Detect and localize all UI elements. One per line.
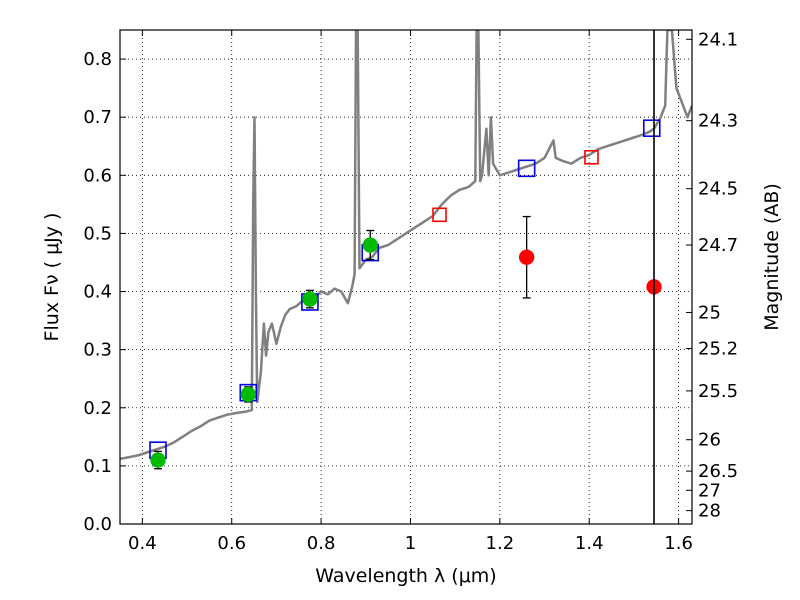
y-tick-label: 0.7 [83,107,112,128]
green-point [302,291,318,307]
y-tick-label: 0.5 [83,223,112,244]
y2-tick-label: 26 [698,430,721,451]
red-square-mark [584,149,599,165]
x-tick-label: 0.4 [128,533,157,554]
y2-tick-label: 25.2 [698,338,738,359]
x-axis-label: Wavelength λ (μm) [315,565,496,587]
y2-axis-label: Magnitude (AB) [761,183,783,331]
y-tick-label: 0.4 [83,282,112,303]
y2-tick-label: 27 [698,480,721,501]
green-point [362,237,378,253]
y-tick-label: 0.3 [83,340,112,361]
blue-square-mark [517,159,536,178]
y2-tick-label: 24.3 [698,111,738,132]
y-tick-label: 0.8 [83,49,112,70]
red-square-mark [432,207,447,223]
plot-frame [119,29,693,525]
y2-tick-label: 25.5 [698,381,738,402]
x-tick-label: 1.4 [575,533,604,554]
y-tick-label: 0.1 [83,456,112,477]
blue-square-mark [642,119,661,138]
y2-tick-label: 26.5 [698,461,738,482]
y-tick-label: 0.2 [83,398,112,419]
y2-tick-label: 25 [698,302,721,323]
x-tick-label: 1.6 [664,533,693,554]
axis-ticks: 0.4 0.6 0.8 1 1.2 1.4 1.6 0.0 0.1 0.2 0.3 0.4 0.5 0.6… [83,29,738,554]
y-tick-label: 0.0 [83,514,112,535]
green-point [240,386,257,403]
x-tick-label: 0.6 [217,533,246,554]
green-point [150,452,166,468]
y2-tick-label: 24.5 [698,179,738,200]
y-tick-label: 0.6 [83,165,112,186]
plot-area [120,30,692,524]
y2-tick-label: 24.7 [698,235,738,256]
y2-tick-label: 24.1 [698,29,738,50]
red-point [518,249,535,265]
x-tick-label: 0.8 [307,533,336,554]
x-tick-label: 1.2 [486,533,515,554]
data-marks [149,30,662,524]
y2-tick-label: 28 [698,501,721,522]
x-tick-label: 1 [405,533,416,554]
y-axis-label: Flux Fν ( μJy ) [41,213,63,342]
